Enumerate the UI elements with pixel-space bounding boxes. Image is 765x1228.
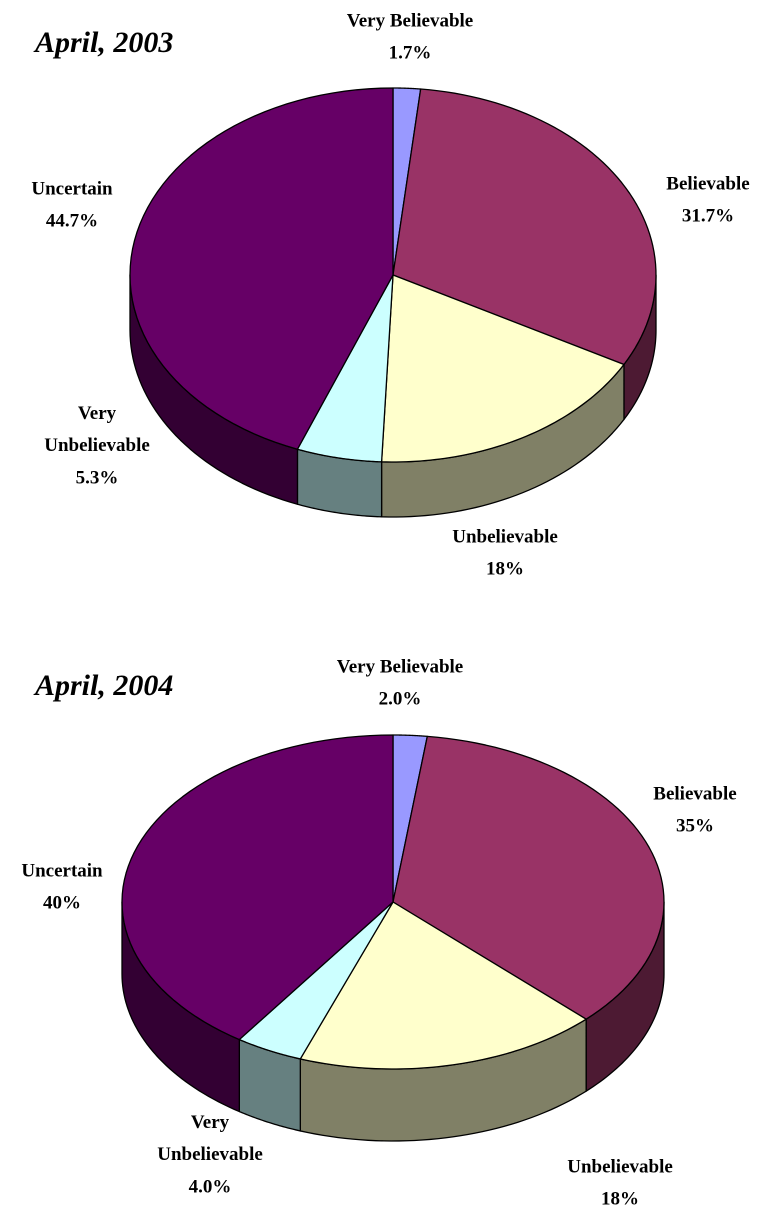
slice [299, 901, 587, 1070]
label-line: Unbelievable [44, 435, 150, 456]
slice [238, 901, 394, 1060]
slice-value-label: 35% [676, 815, 714, 836]
slice-value-label: 44.7% [46, 210, 98, 231]
slice-label: Unbelievable [452, 526, 558, 547]
slice [392, 735, 665, 1020]
slice-value-label: 18% [601, 1188, 639, 1209]
slice-value-label: 5.3% [76, 467, 119, 488]
slice-label: Very Unbelievable [44, 403, 150, 456]
slice-label: Very Believable [347, 10, 473, 31]
slice-label: Very Believable [337, 656, 463, 677]
slice [129, 87, 394, 450]
slice-value-label: 2.0% [379, 688, 422, 709]
slice-label: Unbelievable [567, 1156, 673, 1177]
label-line: Very [191, 1112, 230, 1133]
slice [380, 274, 625, 463]
slice-label: Believable [653, 783, 736, 804]
slice [296, 274, 394, 463]
slice-value-label: 18% [486, 558, 524, 579]
slice [121, 734, 394, 1041]
slice-value-label: 31.7% [682, 205, 734, 226]
slice-value-label: 40% [43, 892, 81, 913]
slice-label: Uncertain [21, 860, 103, 881]
slice-value-label: 4.0% [189, 1176, 232, 1197]
slice [392, 88, 657, 366]
chart-title: April, 2003 [33, 26, 173, 59]
slice-label: Believable [666, 173, 749, 194]
slice-label: Uncertain [31, 178, 113, 199]
label-line: Very [78, 403, 117, 424]
chart-title: April, 2004 [33, 669, 173, 702]
slice-value-label: 1.7% [389, 42, 432, 63]
label-line: Unbelievable [157, 1144, 263, 1165]
slice-label: Very Unbelievable [157, 1112, 263, 1165]
